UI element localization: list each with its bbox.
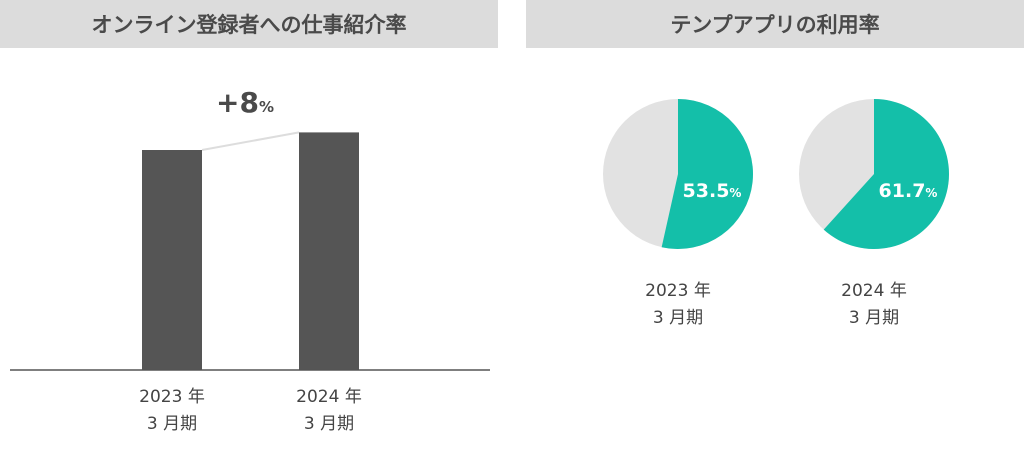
- growth-annotation: +8%: [216, 86, 274, 119]
- bar-category-label: 2024 年: [296, 387, 362, 407]
- bar-category-label: 3 月期: [304, 414, 354, 434]
- pie-value-number: 61.7: [879, 180, 926, 202]
- pie-category-label: 2024 年: [841, 281, 907, 301]
- bar-category-label: 3 月期: [147, 414, 197, 434]
- pie-remainder-1: [799, 99, 949, 249]
- growth-annotation-value: +8: [216, 86, 259, 119]
- bar-chart-title: オンライン登録者への仕事紹介率: [0, 0, 498, 48]
- pie-value-label: 61.7%: [879, 180, 938, 202]
- pie-remainder-0: [603, 99, 753, 249]
- growth-connector-line: [201, 131, 300, 151]
- pie-slice-1: [823, 98, 950, 249]
- growth-annotation-unit: %: [259, 98, 274, 116]
- pie-category-label: 3 月期: [849, 308, 899, 328]
- pie-value-unit: %: [925, 186, 937, 200]
- pie-value-unit: %: [729, 186, 741, 200]
- pie-category-label: 3 月期: [653, 308, 703, 328]
- bar-chart: 2023 年 3 月期 2024 年 3 月期 +8%: [10, 86, 490, 434]
- bar-category-label: 2023 年: [139, 387, 205, 407]
- pie-value-label: 53.5%: [683, 180, 742, 202]
- bar-0: [142, 150, 202, 370]
- bar-1: [299, 132, 359, 370]
- pie-category-label: 2023 年: [645, 281, 711, 301]
- pie-slice-0: [661, 99, 754, 250]
- pie-value-number: 53.5: [683, 180, 730, 202]
- pie-chart-title: テンプアプリの利用率: [526, 0, 1024, 48]
